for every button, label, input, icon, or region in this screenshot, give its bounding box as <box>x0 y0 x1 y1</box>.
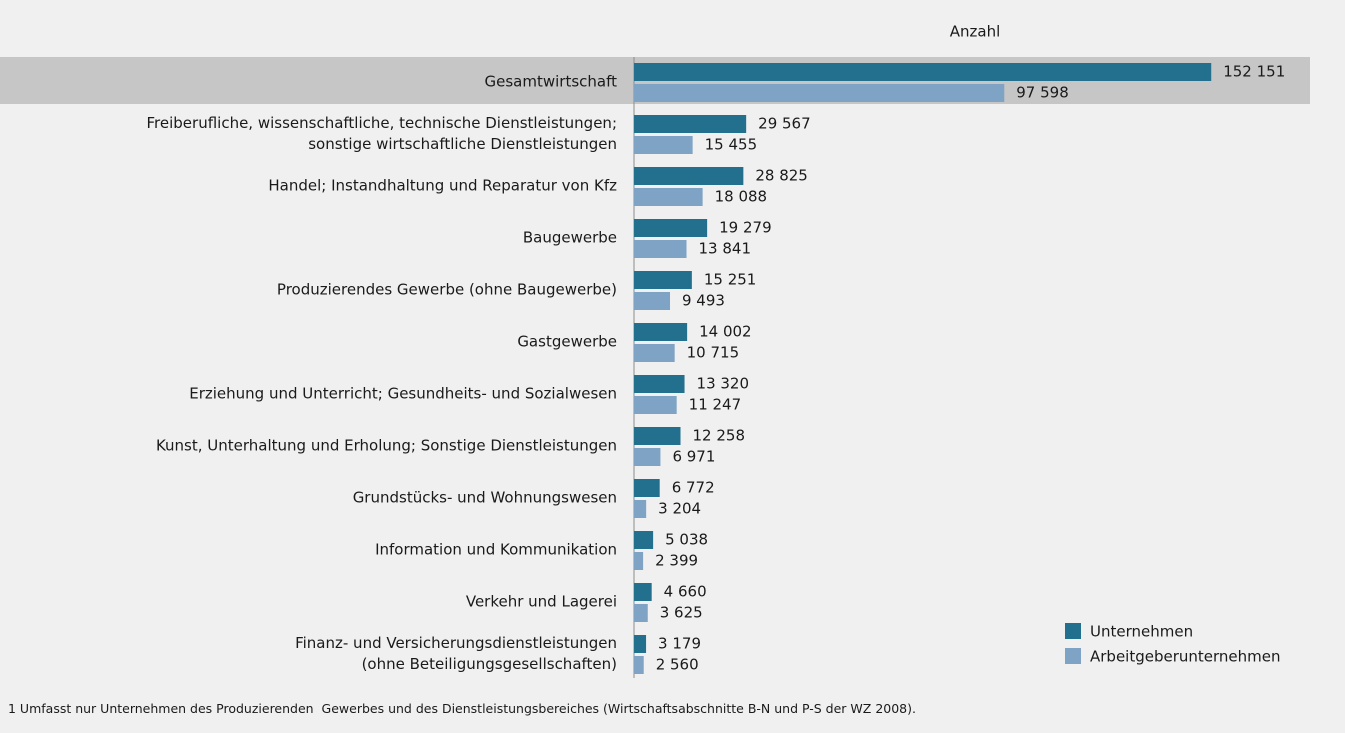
value-label: 13 841 <box>699 240 752 258</box>
value-label: 19 279 <box>719 219 772 237</box>
value-label: 14 002 <box>699 323 752 341</box>
bar <box>634 552 644 570</box>
value-label: 29 567 <box>758 115 811 133</box>
bar <box>634 427 681 445</box>
legend-swatch <box>1065 623 1081 639</box>
legend-label: Arbeitgeberunternehmen <box>1090 648 1281 666</box>
value-label: 28 825 <box>755 167 808 185</box>
value-label: 2 399 <box>655 552 698 570</box>
value-label: 3 625 <box>660 604 703 622</box>
value-label: 6 772 <box>672 479 715 497</box>
category-label: Freiberufliche, wissenschaftliche, techn… <box>146 114 617 153</box>
bar <box>634 656 644 674</box>
legend-label: Unternehmen <box>1090 623 1193 641</box>
bar <box>634 63 1212 81</box>
bar <box>634 271 692 289</box>
bar <box>634 292 671 310</box>
value-label: 11 247 <box>689 396 742 414</box>
bar <box>634 583 652 601</box>
bar <box>634 219 708 237</box>
value-label: 15 455 <box>705 136 758 154</box>
value-label: 13 320 <box>697 375 750 393</box>
value-label: 10 715 <box>687 344 740 362</box>
bar <box>634 188 703 206</box>
bar <box>634 375 685 393</box>
category-label: Produzierendes Gewerbe (ohne Baugewerbe) <box>276 280 617 299</box>
bar <box>634 604 648 622</box>
bar <box>634 323 688 341</box>
bar <box>634 500 647 518</box>
category-label: Information und Kommunikation <box>375 540 617 559</box>
category-label: Kunst, Unterhaltung und Erholung; Sonsti… <box>155 436 617 455</box>
category-label: Handel; Instandhaltung und Reparatur von… <box>268 176 617 195</box>
value-label: 15 251 <box>704 271 757 289</box>
bar <box>634 84 1005 102</box>
bar <box>634 167 744 185</box>
bar <box>634 448 661 466</box>
category-label: Baugewerbe <box>522 228 617 247</box>
value-label: 5 038 <box>665 531 708 549</box>
value-label: 152 151 <box>1223 63 1285 81</box>
value-label: 12 258 <box>693 427 746 445</box>
category-label: Finanz- und Versicherungsdienstleistunge… <box>295 634 617 673</box>
value-label: 2 560 <box>656 656 699 674</box>
value-label: 3 204 <box>658 500 701 518</box>
bar <box>634 396 677 414</box>
category-label: Gastgewerbe <box>517 332 617 351</box>
category-label: Gesamtwirtschaft <box>484 72 618 91</box>
value-label: 6 971 <box>672 448 715 466</box>
footnote: 1 Umfasst nur Unternehmen des Produziere… <box>8 701 916 716</box>
value-label: 18 088 <box>715 188 768 206</box>
category-label: Erziehung und Unterricht; Gesundheits- u… <box>189 384 617 403</box>
value-label: 97 598 <box>1016 84 1069 102</box>
bar <box>634 115 747 133</box>
bar <box>634 635 647 653</box>
legend-swatch <box>1065 648 1081 664</box>
bar <box>634 344 675 362</box>
value-label: 9 493 <box>682 292 725 310</box>
category-label: Verkehr und Lagerei <box>465 592 617 611</box>
bar <box>634 479 660 497</box>
value-label: 3 179 <box>658 635 701 653</box>
category-label: Grundstücks- und Wohnungswesen <box>352 488 617 507</box>
bar <box>634 136 693 154</box>
chart-title: Anzahl <box>950 23 1001 41</box>
value-label: 4 660 <box>664 583 707 601</box>
bar <box>634 531 654 549</box>
bar <box>634 240 687 258</box>
